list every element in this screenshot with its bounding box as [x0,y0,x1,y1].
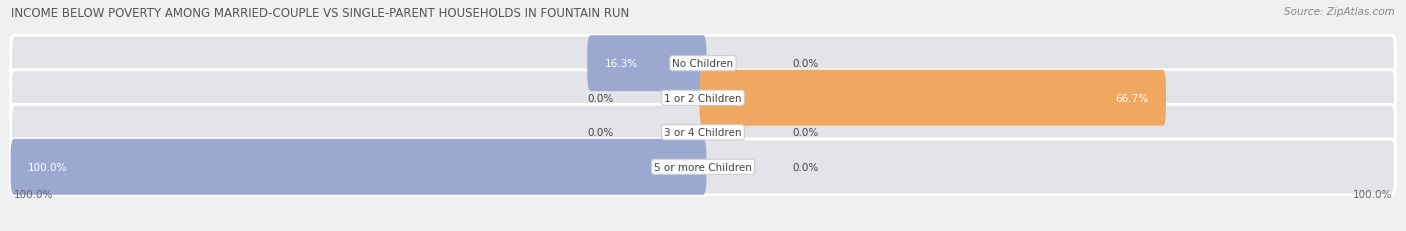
FancyBboxPatch shape [588,36,706,92]
Text: 0.0%: 0.0% [588,128,613,138]
FancyBboxPatch shape [11,36,1395,92]
Text: Source: ZipAtlas.com: Source: ZipAtlas.com [1284,7,1395,17]
Text: 0.0%: 0.0% [793,59,818,69]
Text: 3 or 4 Children: 3 or 4 Children [664,128,742,138]
Text: INCOME BELOW POVERTY AMONG MARRIED-COUPLE VS SINGLE-PARENT HOUSEHOLDS IN FOUNTAI: INCOME BELOW POVERTY AMONG MARRIED-COUPL… [11,7,630,20]
FancyBboxPatch shape [11,70,1395,126]
Text: 100.0%: 100.0% [28,162,67,172]
Text: 5 or more Children: 5 or more Children [654,162,752,172]
Text: 0.0%: 0.0% [793,128,818,138]
Text: 0.0%: 0.0% [588,93,613,103]
FancyBboxPatch shape [11,139,706,195]
Text: 16.3%: 16.3% [605,59,637,69]
FancyBboxPatch shape [700,70,1166,126]
Text: 66.7%: 66.7% [1115,93,1149,103]
FancyBboxPatch shape [11,139,1395,195]
FancyBboxPatch shape [11,105,1395,161]
Text: 1 or 2 Children: 1 or 2 Children [664,93,742,103]
Text: 100.0%: 100.0% [1353,189,1392,199]
Text: 0.0%: 0.0% [793,162,818,172]
Text: 100.0%: 100.0% [14,189,53,199]
Text: No Children: No Children [672,59,734,69]
